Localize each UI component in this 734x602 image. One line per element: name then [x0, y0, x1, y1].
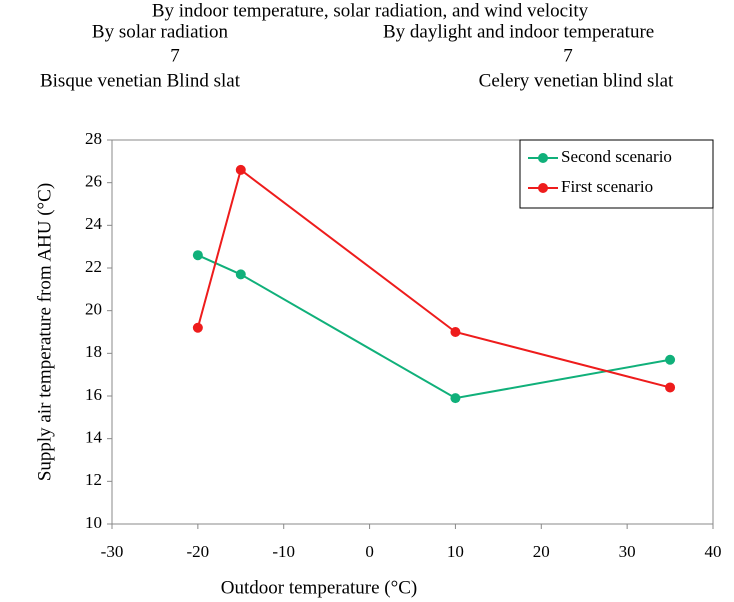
y-tick-label: 24	[85, 214, 103, 233]
y-tick-label: 22	[85, 257, 102, 276]
title: By indoor temperature, solar radiation, …	[152, 0, 589, 21]
x-tick-label: -10	[272, 542, 295, 561]
x-tick-label: -30	[101, 542, 124, 561]
x-axis-label: Outdoor temperature (°C)	[221, 577, 417, 598]
data-point	[192, 250, 203, 261]
x-tick-label: 10	[447, 542, 464, 561]
y-tick-label: 20	[85, 300, 102, 319]
legend-label: Second scenario	[561, 147, 672, 166]
series-line	[196, 168, 671, 389]
right-number: 7	[563, 45, 573, 66]
data-point	[235, 164, 246, 175]
left-slat: Bisque venetian Blind slat	[40, 70, 241, 91]
x-tick-label: 30	[619, 542, 636, 561]
series-line	[197, 254, 671, 400]
x-tick-label: 0	[365, 542, 374, 561]
legend-label: First scenario	[561, 177, 653, 196]
x-tick-label: -20	[187, 542, 210, 561]
plot-frame	[111, 139, 714, 525]
data-point	[450, 393, 461, 404]
data-point	[665, 354, 676, 365]
y-tick-label: 18	[85, 342, 102, 361]
legend-box	[519, 139, 714, 209]
right-slat: Celery venetian blind slat	[479, 70, 674, 91]
y-axis-label: Supply air temperature from AHU (°C)	[34, 183, 55, 481]
data-point	[665, 382, 676, 393]
y-tick-label: 10	[85, 513, 102, 532]
left-number: 7	[170, 45, 180, 66]
legend-marker	[538, 153, 548, 163]
legend-marker	[538, 183, 548, 193]
data-point	[192, 322, 203, 333]
right-method: By daylight and indoor temperature	[383, 21, 654, 42]
data-point	[450, 327, 461, 337]
y-tick-label: 16	[85, 385, 102, 404]
data-point	[235, 269, 246, 280]
y-tick-label: 28	[85, 129, 102, 148]
x-tick-label: 20	[533, 542, 550, 561]
x-tick-label: 40	[705, 542, 722, 561]
y-tick-label: 12	[85, 470, 102, 489]
left-method: By solar radiation	[92, 21, 229, 42]
y-tick-label: 26	[85, 172, 102, 191]
y-tick-label: 14	[85, 428, 103, 447]
